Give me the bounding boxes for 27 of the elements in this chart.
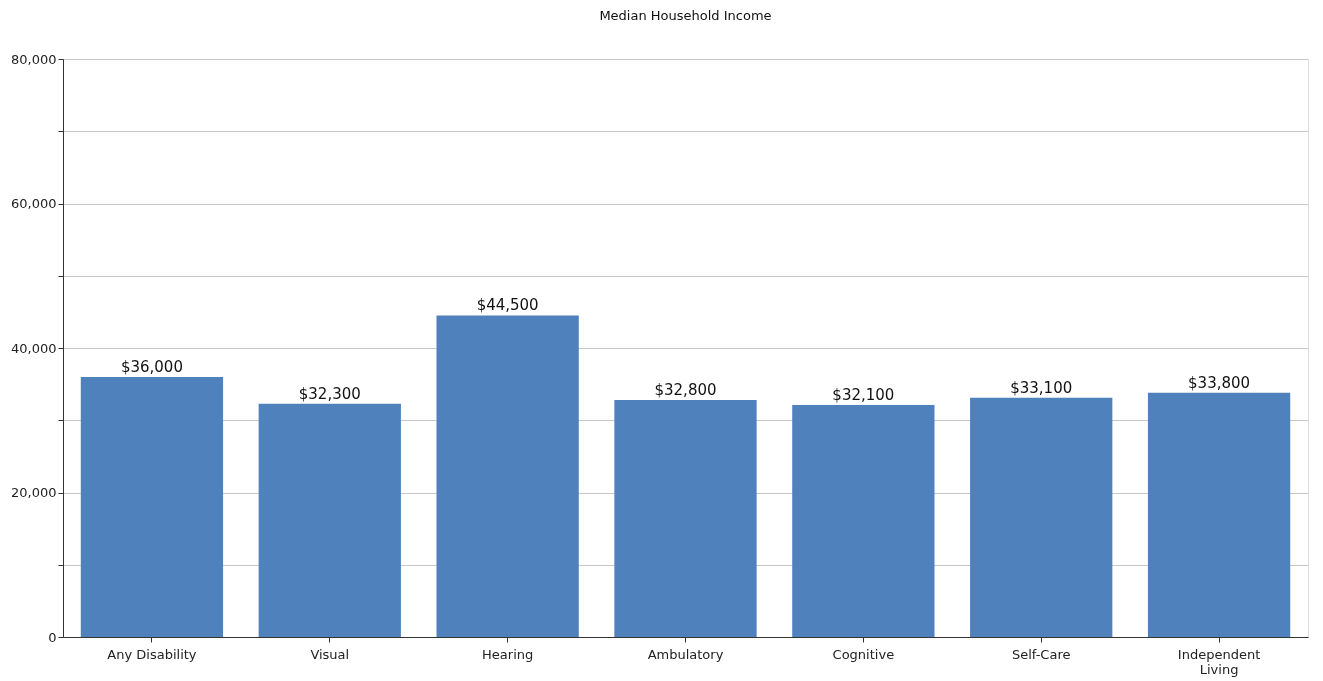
- x-tick-label: Any Disability: [107, 646, 197, 662]
- y-tick-label: 0: [48, 629, 57, 645]
- bar: [1147, 392, 1291, 637]
- x-tick-label: Visual: [310, 646, 350, 662]
- bar: [970, 397, 1113, 637]
- x-tick-label: Cognitive: [832, 646, 895, 662]
- y-tick-label: 60,000: [11, 196, 57, 211]
- bar: [436, 315, 579, 637]
- bar: [80, 376, 224, 637]
- data-label: $36,000: [120, 357, 183, 376]
- bar: [614, 400, 757, 637]
- y-tick-label: 80,000: [11, 51, 57, 67]
- data-label: $33,100: [1010, 378, 1073, 397]
- y-tick-label: 40,000: [11, 340, 57, 356]
- bar: [258, 403, 401, 637]
- chart-title: Median Household Income: [599, 8, 772, 23]
- data-label: $44,500: [476, 296, 539, 315]
- x-tick-label: Self-Care: [1011, 646, 1071, 662]
- x-tick-label: Hearing: [482, 646, 534, 662]
- data-label: $33,800: [1188, 373, 1251, 392]
- x-tick-label: Ambulatory: [647, 646, 724, 662]
- data-label: $32,300: [298, 384, 361, 403]
- x-tick-label: Independent Living: [1177, 646, 1261, 677]
- y-tick-label: 20,000: [11, 485, 57, 500]
- data-label: $32,800: [654, 381, 717, 400]
- bar: [792, 405, 935, 637]
- data-label: $32,100: [832, 386, 895, 405]
